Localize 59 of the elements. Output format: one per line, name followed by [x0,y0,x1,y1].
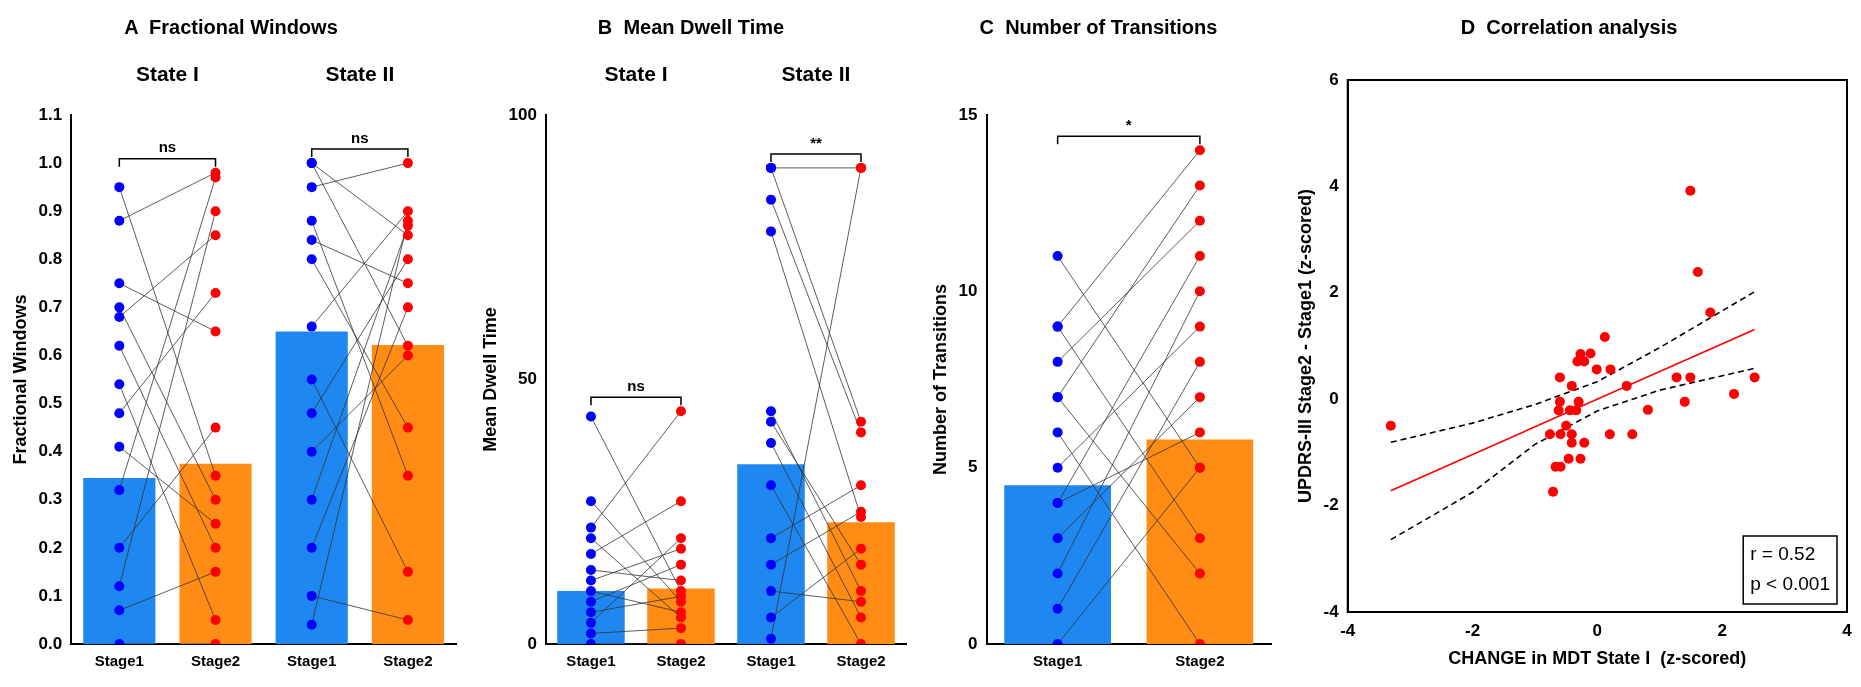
y-tick-label: 0.3 [38,489,63,509]
text: State I [604,61,668,85]
chart-title: D Correlation analysis [1460,15,1678,38]
y-tick-label: -4 [1323,601,1340,621]
y-tick-label: 4 [1329,176,1340,196]
annotation: ns [351,128,369,146]
x-axis-title: CHANGE in MDT State I (z-scored) [1448,648,1747,669]
y-tick-label: 5 [968,457,978,477]
y-tick-label: 0.5 [38,393,63,413]
x-tick-label: Stage2 [383,652,433,670]
y-tick-label: 0.4 [38,441,63,461]
x-tick-label: 0 [1592,620,1603,640]
x-tick-label: 2 [1717,620,1727,640]
y-tick-label: 2 [1329,282,1339,302]
y-tick-label: 15 [958,104,978,124]
annotation: * [1125,115,1132,133]
annotation: r = 0.52 [1750,543,1816,565]
x-tick-label: Stage2 [1175,652,1225,670]
y-tick-label: 50 [518,369,537,389]
chart-title: A Fractional Windows [124,15,338,38]
y-tick-label: 6 [1329,69,1339,89]
y-tick-label: 0.8 [38,248,63,268]
chart-title: C Number of Transitions [979,15,1218,38]
x-tick-label: Stage1 [94,652,144,670]
x-tick-label: Stage1 [566,652,616,670]
text: State I [135,61,199,85]
x-tick-label: -2 [1464,620,1481,640]
y-tick-label: -2 [1323,495,1339,515]
x-tick-label: Stage2 [190,652,241,670]
y-tick-label: 0.6 [38,345,63,365]
y-tick-label: 0.1 [38,585,63,605]
y-tick-label: 0 [968,633,978,653]
y-axis-title: Number of Transitions [929,283,950,476]
y-axis-title: Mean Dwell Time [479,307,500,452]
y-tick-label: 0 [1329,388,1339,408]
x-tick-label: Stage1 [287,652,337,670]
x-tick-label: Stage2 [836,652,886,670]
x-tick-label: Stage1 [1033,652,1083,670]
x-tick-label: Stage2 [656,652,706,670]
y-tick-label: 0.9 [38,200,63,220]
y-tick-label: 1.1 [38,104,63,124]
annotation: ns [158,138,177,156]
chart-title: B Mean Dwell Time [597,15,785,38]
y-tick-label: 0.7 [38,297,63,317]
y-tick-label: 100 [508,104,537,124]
y-tick-label: 10 [958,281,978,301]
x-tick-label: 4 [1842,620,1853,640]
annotation: ** [810,133,822,151]
y-tick-label: 0.0 [38,633,63,653]
text: State II [781,61,851,85]
text: State II [325,61,395,85]
y-tick-label: 0.2 [38,537,63,557]
y-axis-title: Fractional Windows [9,294,30,465]
y-tick-label: 1.0 [38,152,63,172]
y-axis-title: UPDRS-III Stage2 - Stage1 (z-scored) [1294,188,1315,504]
annotation: ns [627,376,645,394]
x-tick-label: Stage1 [746,652,796,670]
annotation: p < 0.001 [1750,573,1831,595]
y-tick-label: 0 [527,633,537,653]
